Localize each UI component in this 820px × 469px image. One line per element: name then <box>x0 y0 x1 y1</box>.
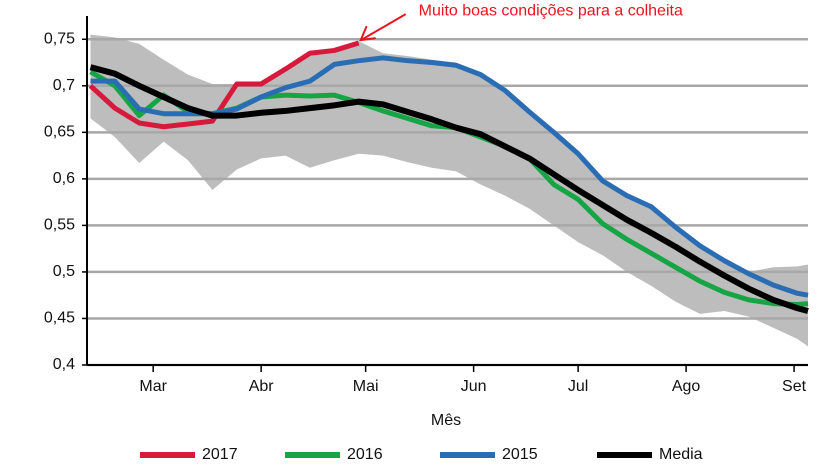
x-tick-label: Abr <box>249 378 275 395</box>
legend-label: 2017 <box>202 446 238 463</box>
y-tick-label: 0,5 <box>53 263 75 280</box>
x-tick-label: Jul <box>568 378 588 395</box>
annotation-arrow <box>362 13 407 40</box>
x-axis-label: Mês <box>431 412 461 429</box>
y-tick-label: 0,45 <box>44 310 75 327</box>
x-tick-label: Set <box>782 378 807 395</box>
range-band <box>90 34 808 347</box>
x-tick-label: Ago <box>672 378 701 395</box>
annotation-text: Muito boas condições para a colheita <box>419 2 683 19</box>
legend-label: 2015 <box>502 446 538 463</box>
x-tick-label: Mar <box>139 378 167 395</box>
legend-label: 2016 <box>347 446 383 463</box>
legend-label: Media <box>659 446 703 463</box>
y-tick-label: 0,7 <box>53 77 75 94</box>
y-tick-label: 0,65 <box>44 124 75 141</box>
y-tick-label: 0,4 <box>53 356 75 373</box>
annotation-arrowhead <box>359 25 376 42</box>
x-tick-label: Mai <box>353 378 379 395</box>
series-line <box>89 64 809 314</box>
series-line <box>88 40 360 130</box>
x-tick-label: Jun <box>461 378 487 395</box>
y-tick-label: 0,55 <box>44 217 75 234</box>
y-tick-label: 0,75 <box>44 30 75 47</box>
y-tick-label: 0,6 <box>53 170 75 187</box>
